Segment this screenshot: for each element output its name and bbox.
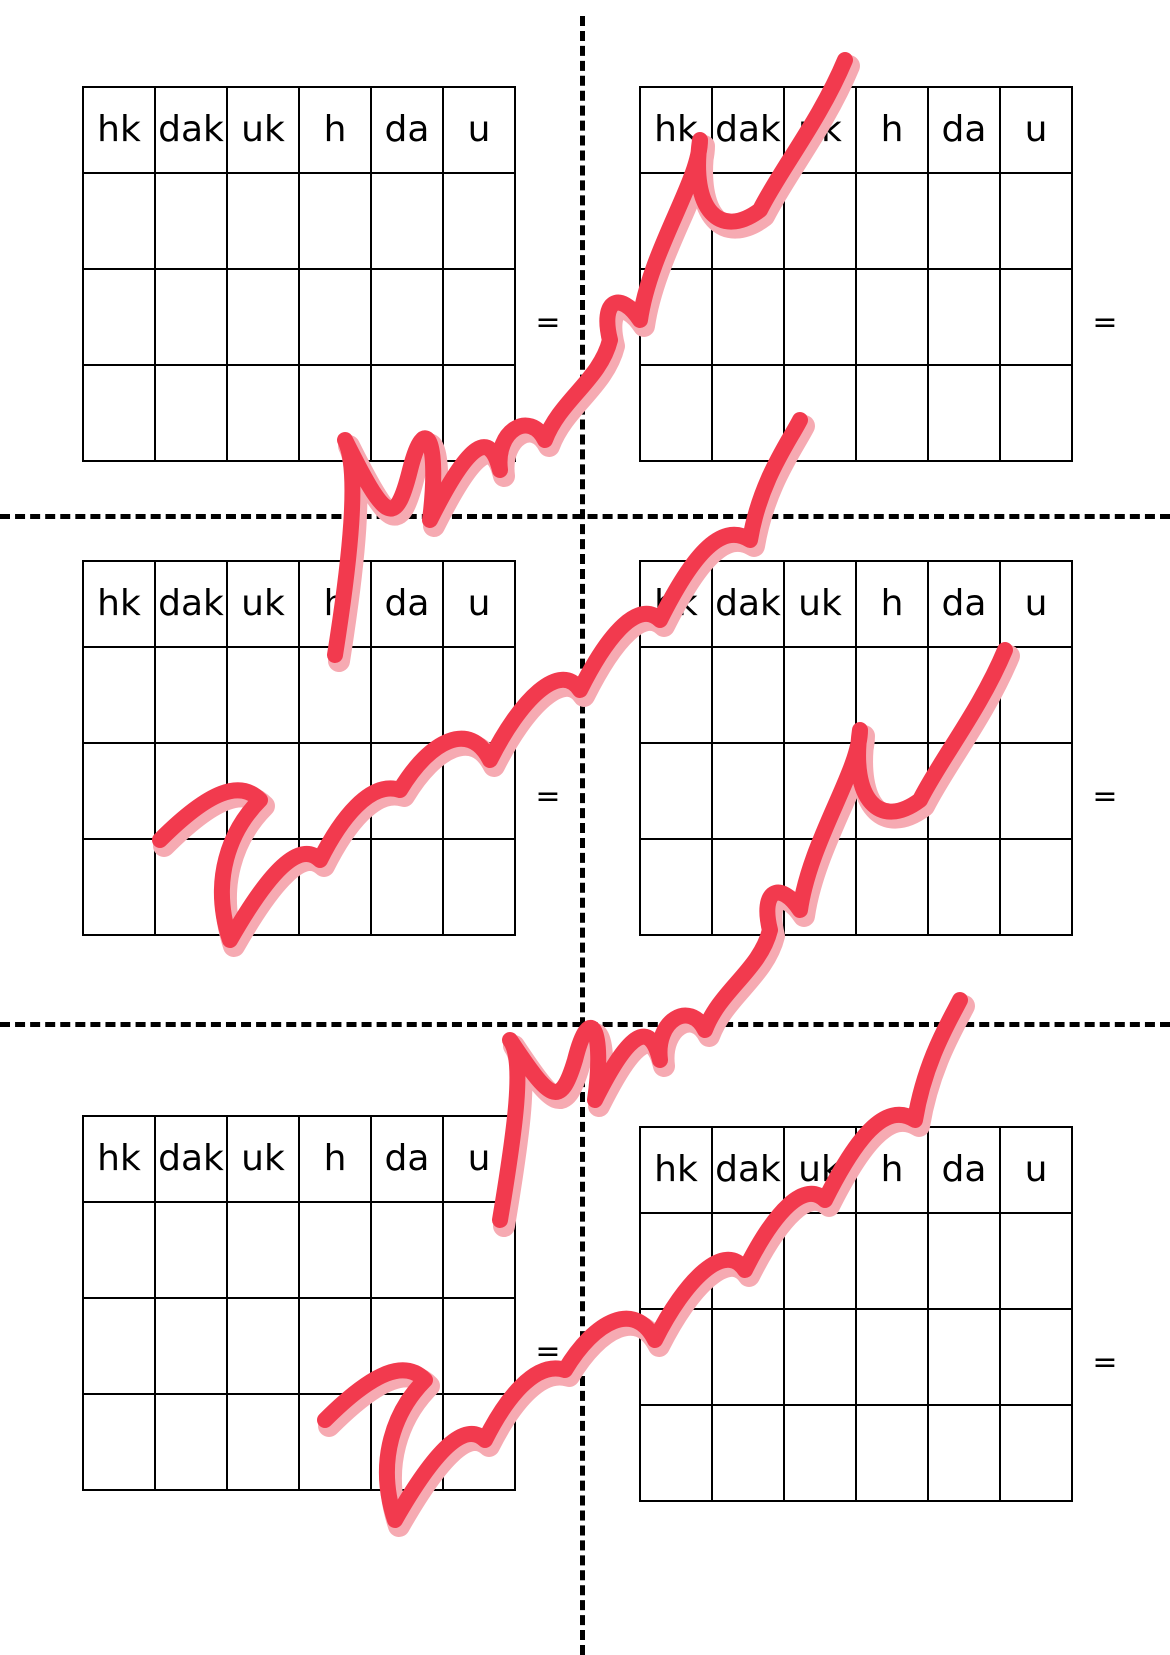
place-value-table-5: hk dak uk h da u <box>82 1115 516 1491</box>
table-header-row: hk dak uk h da u <box>639 560 1073 648</box>
table-row <box>82 742 516 840</box>
header-uk: uk <box>783 1126 857 1214</box>
header-dak: dak <box>711 560 785 648</box>
equals-sign-4: = <box>1092 779 1118 814</box>
header-dak: dak <box>154 560 228 648</box>
header-u: u <box>442 560 516 648</box>
header-h: h <box>855 1126 929 1214</box>
header-uk: uk <box>783 560 857 648</box>
table-row <box>639 1404 1073 1502</box>
place-value-table-3: hk dak uk h da u <box>82 560 516 936</box>
header-u: u <box>442 1115 516 1203</box>
header-da: da <box>927 86 1001 174</box>
table-row <box>639 646 1073 744</box>
table-row <box>82 172 516 270</box>
header-dak: dak <box>711 86 785 174</box>
horizontal-cut-line-2 <box>0 1022 1170 1027</box>
table-row <box>82 268 516 366</box>
header-u: u <box>999 560 1073 648</box>
header-hk: hk <box>82 560 156 648</box>
table-row <box>82 646 516 744</box>
header-uk: uk <box>226 560 300 648</box>
header-h: h <box>855 560 929 648</box>
table-row <box>639 838 1073 936</box>
header-uk: uk <box>226 86 300 174</box>
equals-sign-5: = <box>535 1334 561 1369</box>
header-da: da <box>927 1126 1001 1214</box>
table-row <box>82 1393 516 1491</box>
header-uk: uk <box>226 1115 300 1203</box>
table-header-row: hk dak uk h da u <box>639 1126 1073 1214</box>
header-u: u <box>999 86 1073 174</box>
equals-sign-2: = <box>1092 305 1118 340</box>
table-row <box>82 1201 516 1299</box>
place-value-table-2: hk dak uk h da u <box>639 86 1073 462</box>
table-row <box>639 364 1073 462</box>
table-row <box>82 364 516 462</box>
header-da: da <box>927 560 1001 648</box>
header-hk: hk <box>639 560 713 648</box>
table-row <box>639 742 1073 840</box>
header-h: h <box>855 86 929 174</box>
equals-sign-1: = <box>535 305 561 340</box>
table-row <box>639 172 1073 270</box>
header-dak: dak <box>154 1115 228 1203</box>
header-hk: hk <box>82 1115 156 1203</box>
header-h: h <box>298 1115 372 1203</box>
table-header-row: hk dak uk h da u <box>639 86 1073 174</box>
table-header-row: hk dak uk h da u <box>82 560 516 648</box>
place-value-table-4: hk dak uk h da u <box>639 560 1073 936</box>
table-row <box>82 838 516 936</box>
header-da: da <box>370 560 444 648</box>
place-value-table-6: hk dak uk h da u <box>639 1126 1073 1502</box>
header-dak: dak <box>711 1126 785 1214</box>
table-row <box>82 1297 516 1395</box>
table-row <box>639 1212 1073 1310</box>
header-h: h <box>298 560 372 648</box>
horizontal-cut-line-1 <box>0 514 1170 519</box>
header-hk: hk <box>82 86 156 174</box>
table-row <box>639 1308 1073 1406</box>
header-h: h <box>298 86 372 174</box>
header-da: da <box>370 1115 444 1203</box>
header-uk: uk <box>783 86 857 174</box>
table-header-row: hk dak uk h da u <box>82 1115 516 1203</box>
header-hk: hk <box>639 1126 713 1214</box>
header-u: u <box>999 1126 1073 1214</box>
equals-sign-6: = <box>1092 1345 1118 1380</box>
table-header-row: hk dak uk h da u <box>82 86 516 174</box>
header-u: u <box>442 86 516 174</box>
table-row <box>639 268 1073 366</box>
place-value-table-1: hk dak uk h da u <box>82 86 516 462</box>
vertical-cut-line <box>580 16 585 1655</box>
header-dak: dak <box>154 86 228 174</box>
header-da: da <box>370 86 444 174</box>
equals-sign-3: = <box>535 779 561 814</box>
header-hk: hk <box>639 86 713 174</box>
